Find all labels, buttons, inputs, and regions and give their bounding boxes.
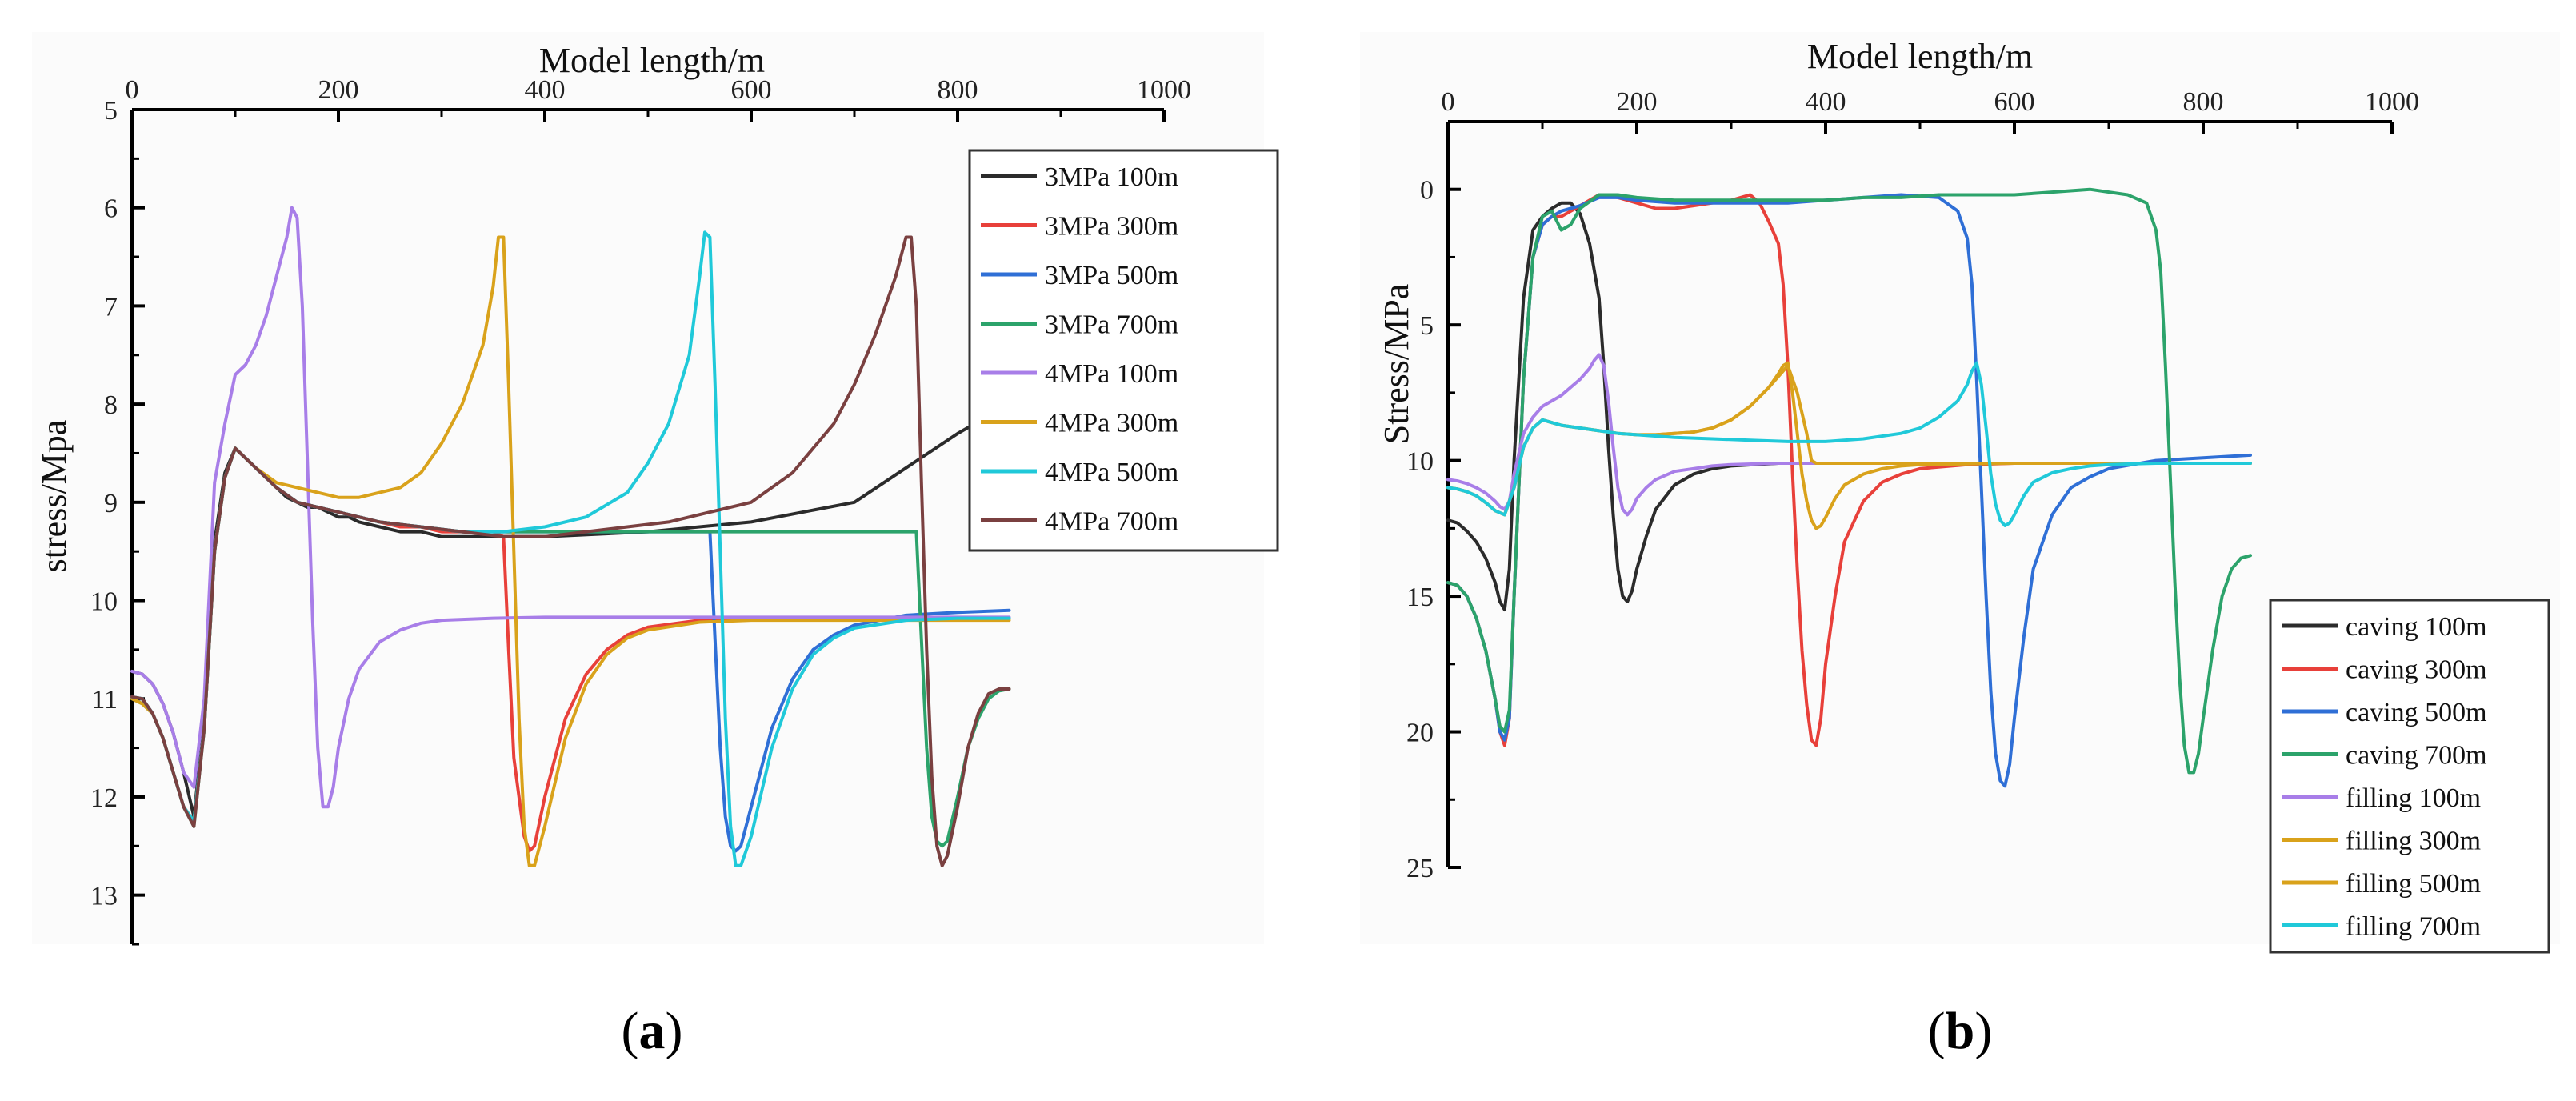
panel-a-y-tick-label: 5 [104, 96, 118, 126]
panel-b-legend-label: filling 100m [2346, 783, 2481, 813]
panel-a-legend-label: 3MPa 300m [1045, 212, 1178, 242]
panel-b-legend-label: caving 300m [2346, 655, 2487, 685]
panel-b-y-tick-label: 15 [1406, 583, 1434, 612]
panel-a-legend-label: 4MPa 700m [1045, 507, 1178, 537]
panel-b-chart: 0 200 400 600 800 1000 0 5 10 15 20 25 Model length/… [1360, 32, 2560, 1060]
panel-a-y-tick-label: 11 [91, 685, 118, 715]
panel-a-y-tick-label: 6 [104, 194, 118, 224]
panel-b-series-line-4 [1446, 187, 2252, 775]
panel-a-x-tick-label: 800 [938, 75, 978, 105]
panel-b-legend-label: caving 700m [2346, 741, 2487, 771]
panel-a-legend-label: 4MPa 300m [1045, 409, 1178, 438]
panel-b-legend-label: filling 500m [2346, 869, 2481, 899]
panel-b-y-tick-label: 20 [1406, 719, 1434, 748]
panel-a-y-tick-label: 7 [104, 292, 118, 322]
panel-b-caption: (b) [1928, 1002, 1993, 1060]
panel-a-x-tick-label: 600 [731, 75, 772, 105]
panel-b-x-tick-label: 600 [1994, 87, 2035, 117]
panel-a-y-tick-label: 10 [90, 587, 118, 617]
panel-b-legend-label: filling 700m [2346, 912, 2481, 942]
panel-a-series-line-5 [130, 206, 1011, 809]
panel-b-y-tick-label: 0 [1420, 176, 1434, 206]
panel-b-x-tick-label: 200 [1617, 87, 1658, 117]
panel-b-y-tick-label: 10 [1406, 447, 1434, 477]
panel-b-legend-label: filling 300m [2346, 827, 2481, 856]
panel-a-legend-label: 3MPa 100m [1045, 162, 1178, 192]
panel-a-x-tick-label: 400 [525, 75, 566, 105]
panel-a-x-axis-title: Model length/m [539, 41, 765, 80]
panel-b-y-tick-label: 25 [1406, 854, 1434, 883]
panel-a-x-tick-label: 1000 [1137, 75, 1191, 105]
panel-a-chart: 0 200 400 600 800 1000 5 6 7 8 9 10 11 12 13 Model leng… [32, 32, 1279, 1060]
panel-b-x-tick-label: 400 [1806, 87, 1846, 117]
panel-b-series-line-8 [1446, 361, 2252, 527]
panel-a-series-line-8 [130, 235, 1011, 867]
panel-a-y-tick-label: 8 [104, 390, 118, 420]
panel-a-legend-label: 3MPa 500m [1045, 261, 1178, 290]
panel-a-y-tick-label: 9 [104, 489, 118, 518]
panel-b-y-axis-title: Stress/MPa [1377, 284, 1416, 444]
panel-b-y-tick-label: 5 [1420, 311, 1434, 341]
panel-b-x-tick-label: 800 [2183, 87, 2224, 117]
panel-a-legend-label: 3MPa 700m [1045, 310, 1178, 340]
panel-a-y-tick-label: 13 [90, 882, 118, 911]
panel-b-legend-label: caving 100m [2346, 612, 2487, 642]
panel-b-legend [2269, 599, 2550, 954]
panel-a-y-axis-title: stress/Mpa [34, 420, 74, 573]
panel-b-legend-label: caving 500m [2346, 698, 2487, 727]
panel-a-x-tick-label: 200 [318, 75, 359, 105]
panel-b-x-tick-label: 0 [1442, 87, 1455, 117]
panel-a-legend [968, 149, 1279, 552]
panel-a-y-tick-label: 12 [90, 783, 118, 813]
panel-b-series-line-5 [1446, 353, 2252, 517]
panel-a-legend-label: 4MPa 100m [1045, 359, 1178, 389]
panel-a-x-tick-label: 0 [126, 75, 139, 105]
panel-a-legend-label: 4MPa 500m [1045, 458, 1178, 487]
panel-a-caption: (a) [622, 1002, 683, 1060]
panel-b-x-tick-label: 1000 [2365, 87, 2419, 117]
panel-b-x-axis-title: Model length/m [1807, 37, 2033, 76]
